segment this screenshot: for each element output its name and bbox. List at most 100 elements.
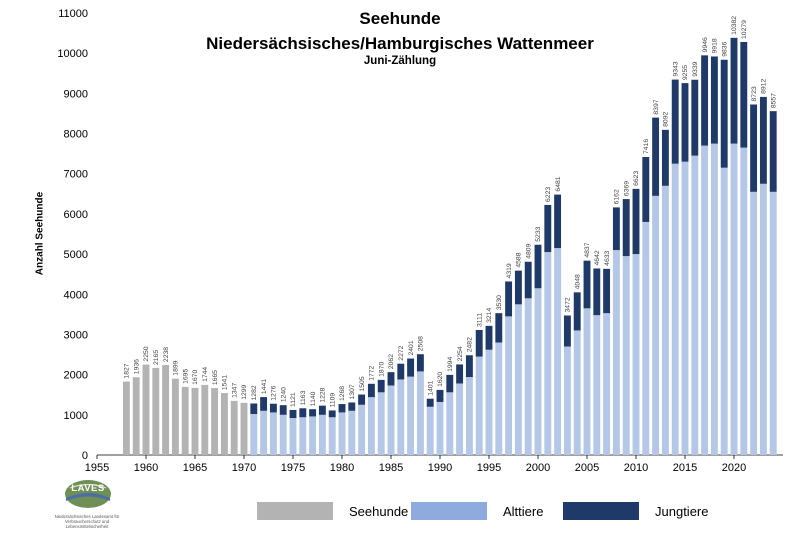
bar-alttiere [603,313,611,455]
bar-jungtiere [338,404,346,413]
value-label: 7416 [643,139,650,154]
bar-jungtiere [652,117,660,196]
bar-alttiere [348,410,356,455]
bar-jungtiere [750,104,758,192]
bar-jungtiere [485,325,493,350]
x-tick-label: 2000 [526,462,550,474]
y-tick-label: 0 [82,450,88,462]
y-axis-label: Anzahl Seehunde [34,191,46,276]
bar-alttiere [563,346,571,455]
laves-logo: LAVES Niedersächsisches Landesamt für Ve… [48,474,126,534]
bar-alttiere [495,342,503,455]
bar-seehunde [220,393,228,455]
logo-text: LAVES [71,483,105,494]
bar-jungtiere [573,292,581,331]
bar-jungtiere [348,402,356,411]
value-label: 1282 [251,385,258,400]
y-tick-label: 9000 [64,88,88,100]
bar-alttiere [691,155,699,456]
bar-jungtiere [661,129,669,186]
value-label: 3530 [496,295,503,310]
value-label: 9836 [721,41,728,56]
y-tick-label: 7000 [64,169,88,181]
legend-item-jungtiere: Jungtiere [563,500,708,522]
value-label: 6162 [614,189,621,204]
bar-alttiere [720,167,728,455]
x-tick-label: 2020 [722,462,746,474]
bar-alttiere [456,383,464,455]
bar-alttiere [544,252,552,455]
value-label: 1505 [359,376,366,391]
value-label: 2062 [388,354,395,369]
value-label: 1307 [349,384,356,399]
value-label: 2508 [418,336,425,351]
bar-alttiere [730,143,738,455]
x-tick-label: 1980 [330,462,354,474]
x-tick-label: 2005 [575,462,599,474]
bar-alttiere [505,316,513,455]
bar-alttiere [318,414,326,455]
bar-jungtiere [544,204,552,253]
logo-subtitle: Niedersächsisches Landesamt für Verbrauc… [54,514,120,529]
bars [122,37,777,456]
bar-jungtiere [456,364,464,384]
chart-subtitle-2: Juni-Zählung [363,55,437,67]
value-label: 4048 [574,274,581,289]
bar-alttiere [612,250,620,455]
bar-alttiere [416,371,424,455]
legend-label-jungtiere: Jungtiere [655,503,709,519]
value-label: 1441 [261,379,268,394]
bar-alttiere [397,379,405,455]
y-tick-label: 3000 [64,329,88,341]
value-label: 2250 [143,346,150,361]
value-label: 1276 [271,385,278,400]
legend-swatch-seehunde [257,502,333,520]
x-tick-label: 2010 [624,462,648,474]
bar-alttiere [524,298,532,455]
bar-jungtiere [505,281,513,317]
y-tick-label: 5000 [64,249,88,261]
value-label: 9343 [672,61,679,76]
x-tick-label: 1955 [85,462,109,474]
x-tick-label: 1970 [232,462,256,474]
bar-jungtiere [358,394,366,405]
bar-jungtiere [671,79,679,164]
value-label: 1899 [173,360,180,375]
bar-seehunde [122,381,130,455]
value-label: 1994 [447,357,454,372]
legend-item-alttiere: Alttiere [411,500,543,522]
bar-alttiere [661,185,669,456]
bar-jungtiere [730,37,738,144]
bar-jungtiere [289,409,297,419]
bar-jungtiere [260,397,268,411]
bar-seehunde [132,377,140,455]
value-label: 6369 [623,181,630,196]
y-tick-label: 1000 [64,410,88,422]
bar-alttiere [573,330,581,455]
y-tick-label: 2000 [64,370,88,382]
bar-jungtiere [446,374,454,393]
value-label: 2165 [153,350,160,365]
bar-jungtiere [612,207,620,251]
y-axis: 0 1000 2000 3000 4000 5000 6000 7000 8000 9000 100… [57,8,88,462]
bar-jungtiere [524,261,532,299]
bar-jungtiere [681,83,689,162]
value-label: 6481 [555,176,562,191]
legend-swatch-alttiere [411,502,487,520]
value-label: 1228 [320,387,327,402]
value-label: 1541 [222,375,229,390]
bar-jungtiere [622,199,630,257]
value-label: 1772 [369,365,376,380]
bar-jungtiere [436,389,444,402]
bar-alttiere [652,195,660,455]
bar-jungtiere [769,111,777,192]
bar-alttiere [250,414,258,455]
bar-jungtiere [495,313,503,343]
value-label: 4642 [594,250,601,265]
bar-jungtiere [377,379,385,393]
value-label: 1665 [212,370,219,385]
bar-alttiere [514,304,522,455]
value-label: 10279 [741,20,748,39]
